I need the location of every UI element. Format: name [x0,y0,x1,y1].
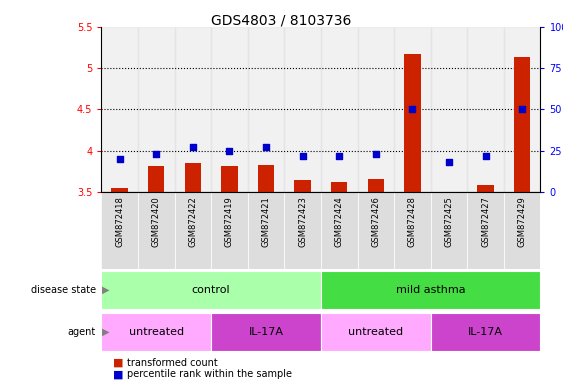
Bar [284,27,321,192]
Point [445,159,454,166]
Point [262,144,271,151]
Bar [467,192,504,269]
Text: control: control [192,285,230,295]
Point [408,106,417,113]
Bar [294,180,311,192]
Bar [211,192,248,269]
Bar [101,271,321,309]
Bar [248,27,284,192]
Text: GSM872422: GSM872422 [189,196,197,247]
Text: untreated: untreated [348,327,403,337]
Bar [101,27,138,192]
Text: ▶: ▶ [102,285,109,295]
Text: IL-17A: IL-17A [248,327,284,337]
Bar [358,192,394,269]
Point [481,152,490,159]
Point [152,151,161,157]
Text: untreated: untreated [129,327,184,337]
Text: GSM872418: GSM872418 [115,196,124,247]
Text: GSM872424: GSM872424 [335,196,343,247]
Bar [514,58,530,192]
Bar [394,192,431,269]
Point [115,156,124,162]
Bar [368,179,384,192]
Text: GSM872420: GSM872420 [152,196,160,247]
Text: transformed count: transformed count [127,358,217,368]
Text: GSM872428: GSM872428 [408,196,417,247]
Text: GSM872427: GSM872427 [481,196,490,247]
Text: GSM872421: GSM872421 [262,196,270,247]
Bar [258,165,274,192]
Text: ▶: ▶ [102,327,109,337]
Bar [467,27,504,192]
Bar [431,313,540,351]
Point [518,106,527,113]
Bar [321,192,358,269]
Point [189,144,198,151]
Bar [248,192,284,269]
Bar [358,27,394,192]
Point [335,152,344,159]
Text: GSM872429: GSM872429 [518,196,526,247]
Bar [148,166,164,192]
Bar [175,27,211,192]
Bar [111,188,128,192]
Bar [138,192,175,269]
Text: disease state: disease state [30,285,96,295]
Bar [284,192,321,269]
Text: mild asthma: mild asthma [396,285,466,295]
Bar [504,27,540,192]
Bar [138,27,175,192]
Bar [394,27,431,192]
Text: GDS4803 / 8103736: GDS4803 / 8103736 [211,13,352,27]
Text: GSM872423: GSM872423 [298,196,307,247]
Point [298,152,307,159]
Text: ■: ■ [113,369,123,379]
Bar [404,54,421,192]
Text: ■: ■ [113,358,123,368]
Bar [477,185,494,192]
Text: agent: agent [68,327,96,337]
Text: percentile rank within the sample: percentile rank within the sample [127,369,292,379]
Bar [101,192,138,269]
Bar [175,192,211,269]
Bar [101,313,211,351]
Text: IL-17A: IL-17A [468,327,503,337]
Bar [331,182,347,192]
Bar [504,192,540,269]
Bar [185,163,201,192]
Text: GSM872425: GSM872425 [445,196,453,247]
Point [372,151,381,157]
Bar [321,271,540,309]
Bar [431,27,467,192]
Bar [321,27,358,192]
Point [225,148,234,154]
Bar [431,192,467,269]
Text: GSM872426: GSM872426 [372,196,380,247]
Bar [321,313,431,351]
Text: GSM872419: GSM872419 [225,196,234,247]
Bar [211,27,248,192]
Bar [211,313,321,351]
Bar [221,166,238,192]
